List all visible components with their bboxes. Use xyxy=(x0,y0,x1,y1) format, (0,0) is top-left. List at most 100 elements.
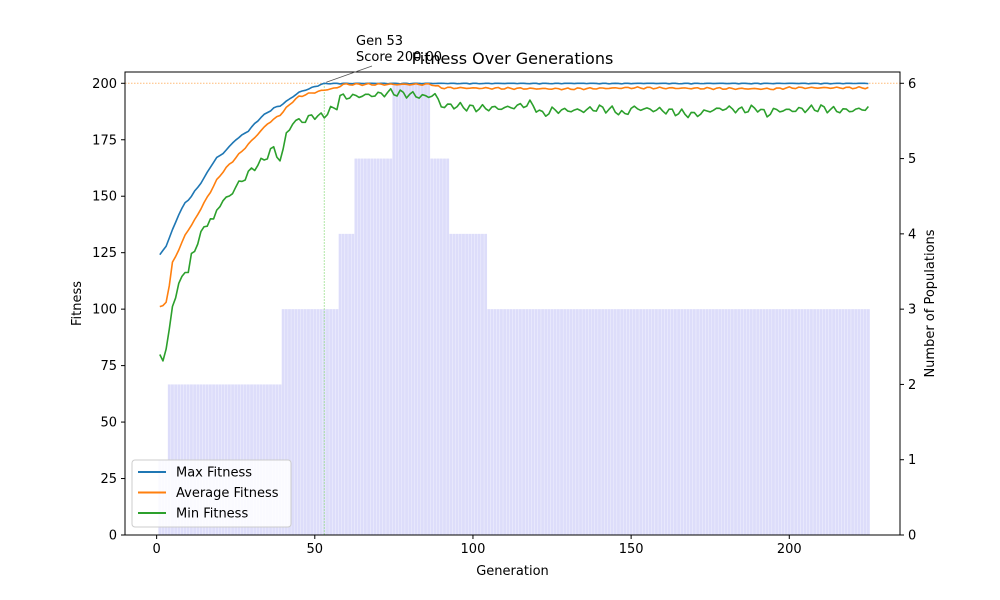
y-tick-label: 50 xyxy=(100,416,117,431)
population-bar xyxy=(791,309,794,535)
population-bar xyxy=(386,158,389,535)
population-bar xyxy=(322,309,326,535)
y-tick-label: 175 xyxy=(92,133,117,148)
population-bar xyxy=(291,309,295,535)
population-bar xyxy=(721,309,725,535)
population-bar xyxy=(582,309,586,535)
population-bar xyxy=(636,309,639,535)
population-bar xyxy=(642,309,646,535)
population-bar xyxy=(332,309,336,535)
population-bar xyxy=(326,309,329,535)
population-bar xyxy=(515,309,519,535)
population-bar xyxy=(493,309,497,535)
population-bar xyxy=(620,309,624,535)
population-bar xyxy=(847,309,851,535)
population-bar xyxy=(727,309,731,535)
legend-label: Max Fitness xyxy=(176,466,252,481)
population-bar xyxy=(471,233,475,536)
population-bar xyxy=(765,309,769,535)
population-bar xyxy=(844,309,848,535)
population-bar xyxy=(335,309,339,535)
population-bar xyxy=(484,233,488,536)
population-bar xyxy=(414,83,418,535)
y-tick-label: 200 xyxy=(92,77,117,92)
population-bar xyxy=(354,158,358,535)
population-bar xyxy=(664,309,668,535)
population-bar xyxy=(680,309,684,535)
population-bar xyxy=(401,83,405,535)
annotation-arrow xyxy=(326,65,373,83)
population-bar xyxy=(810,309,813,535)
population-bar xyxy=(338,233,342,536)
y-tick-label: 25 xyxy=(100,472,117,487)
population-bar xyxy=(743,309,747,535)
legend-label: Min Fitness xyxy=(176,507,248,522)
population-bar xyxy=(294,309,298,535)
population-bar xyxy=(673,309,677,535)
population-bar xyxy=(753,309,756,535)
population-bar xyxy=(598,309,601,535)
population-bar xyxy=(544,309,548,535)
population-bar xyxy=(828,309,832,535)
population-bar xyxy=(737,309,741,535)
population-bar xyxy=(604,309,608,535)
population-bar xyxy=(772,309,775,535)
population-bar xyxy=(768,309,772,535)
population-bar xyxy=(541,309,544,535)
axes: 0 50 100 150 200 0 25 50 75 100 125 150 175 200 0 1 2 3 4 5… xyxy=(92,77,916,557)
population-bar xyxy=(474,233,478,536)
population-bar xyxy=(462,233,465,536)
population-bar xyxy=(376,158,380,535)
population-bar xyxy=(297,309,301,535)
population-bar xyxy=(857,309,861,535)
population-bar xyxy=(367,158,370,535)
population-bar xyxy=(307,309,310,535)
y2-tick-label: 2 xyxy=(908,378,916,393)
x-tick-label: 50 xyxy=(307,542,324,557)
population-bar xyxy=(740,309,744,535)
population-bar xyxy=(658,309,662,535)
population-bar xyxy=(569,309,573,535)
population-bar xyxy=(310,309,314,535)
population-bar xyxy=(617,309,620,535)
population-bar xyxy=(677,309,680,535)
annotation-score: Score 200.00 xyxy=(356,50,442,65)
population-bar xyxy=(670,309,674,535)
population-bar xyxy=(468,233,472,536)
x-tick-label: 150 xyxy=(619,542,644,557)
population-bar xyxy=(689,309,693,535)
population-bar xyxy=(851,309,854,535)
population-bar xyxy=(838,309,842,535)
population-bar xyxy=(708,309,712,535)
y-tick-label: 125 xyxy=(92,246,117,261)
population-bar xyxy=(572,309,576,535)
population-bar xyxy=(556,309,560,535)
population-bar xyxy=(360,158,364,535)
population-bar xyxy=(436,158,440,535)
population-bar xyxy=(449,233,453,536)
population-bar xyxy=(813,309,817,535)
series-line-max-fitness xyxy=(159,82,869,256)
population-bar xyxy=(692,309,696,535)
population-bar xyxy=(348,233,352,536)
population-bar xyxy=(787,309,791,535)
y2-tick-label: 3 xyxy=(908,303,916,318)
population-bar xyxy=(645,309,649,535)
population-bar xyxy=(553,309,557,535)
population-bar xyxy=(455,233,459,536)
population-bar xyxy=(613,309,617,535)
population-bar xyxy=(860,309,864,535)
annotation-generation: Gen 53 xyxy=(356,34,403,49)
population-bar xyxy=(351,233,355,536)
population-bar xyxy=(284,309,288,535)
population-bar xyxy=(756,309,760,535)
population-bar xyxy=(806,309,810,535)
legend: Max Fitness Average Fitness Min Fitness xyxy=(131,459,292,528)
population-bar xyxy=(537,309,541,535)
y-axis-title: Fitness xyxy=(70,281,85,326)
population-bar xyxy=(345,233,348,536)
population-bar xyxy=(547,309,551,535)
population-bar xyxy=(800,309,804,535)
y2-tick-label: 4 xyxy=(908,227,916,242)
